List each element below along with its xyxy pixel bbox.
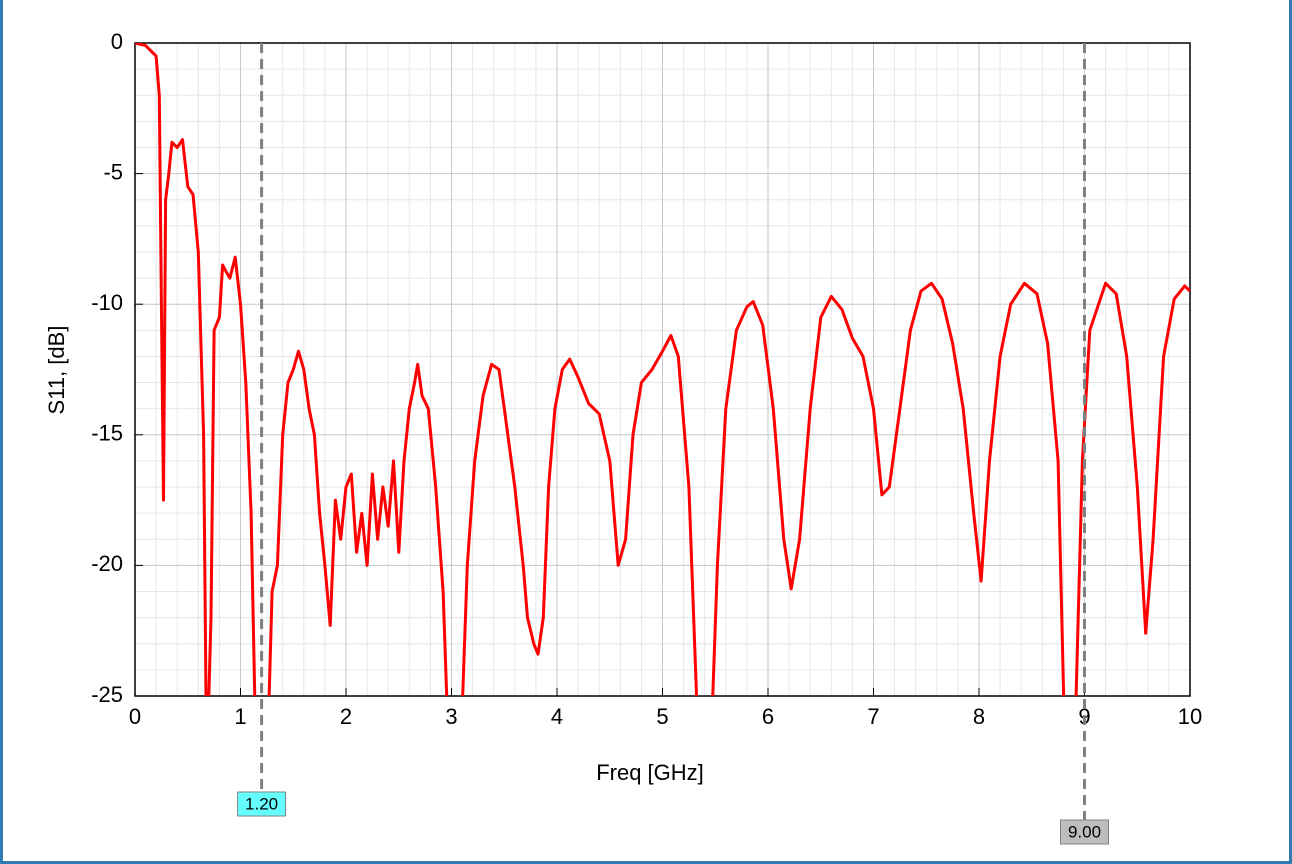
x-tick-label: 4 [551, 704, 563, 729]
x-tick-label: 8 [973, 704, 985, 729]
y-tick-label: -20 [91, 551, 123, 576]
marker-label-box [1060, 819, 1109, 845]
x-tick-label: 1 [234, 704, 246, 729]
y-tick-label: -10 [91, 290, 123, 315]
x-tick-label: 5 [656, 704, 668, 729]
x-tick-label: 0 [129, 704, 141, 729]
plot-border [134, 42, 1191, 697]
x-tick-label: 10 [1178, 704, 1202, 729]
y-tick-label: -25 [91, 682, 123, 707]
y-tick-label: 0 [111, 29, 123, 54]
marker-label: 1.20 [245, 794, 278, 813]
x-tick-label: 7 [867, 704, 879, 729]
y-axis-label: S11, [dB] [44, 326, 69, 415]
series-line [135, 43, 1190, 696]
marker-label: 9.00 [1068, 822, 1101, 841]
plot-area [135, 43, 1190, 696]
y-tick-label: -15 [91, 421, 123, 446]
y-tick-label: -5 [103, 159, 123, 184]
x-tick-label: 6 [762, 704, 774, 729]
x-tick-label: 3 [445, 704, 457, 729]
x-tick-label: 2 [340, 704, 352, 729]
marker-label-box [237, 791, 287, 817]
x-axis-label: Freq [GHz] [596, 760, 704, 785]
